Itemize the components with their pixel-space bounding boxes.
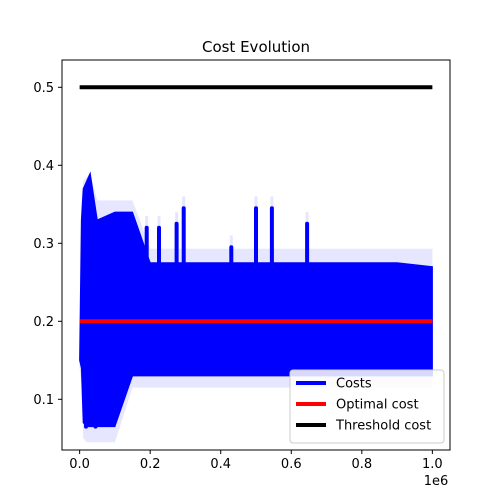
x-tick-label: 1.0 — [422, 457, 443, 472]
legend: Costs Optimal cost Threshold cost — [289, 369, 445, 444]
legend-box — [289, 369, 445, 444]
x-tick-label: 0.2 — [140, 457, 161, 472]
x-tick-label: 0.6 — [281, 457, 302, 472]
x-tick-label: 0.4 — [210, 457, 231, 472]
axes: 0.0 0.2 0.4 0.6 0.8 1.0 0.1 0.2 0.3 0.4 0.5 — [33, 59, 451, 472]
chart-title: Cost Evolution — [202, 38, 310, 56]
x-tick-label: 0.8 — [351, 457, 372, 472]
y-tick-label: 0.3 — [33, 237, 54, 252]
y-tick-label: 0.2 — [33, 315, 54, 330]
costs-spike-band — [229, 235, 233, 249]
legend-label: Costs — [336, 377, 372, 392]
x-axis-offset-label: 1e6 — [424, 474, 449, 489]
axes-frame — [61, 59, 451, 451]
y-tick-label: 0.5 — [33, 81, 54, 96]
y-tick-label: 0.1 — [33, 393, 54, 408]
legend-label: Threshold cost — [335, 419, 431, 434]
x-tick-label: 0.0 — [69, 457, 90, 472]
legend-label: Optimal cost — [336, 398, 419, 413]
y-tick-label: 0.4 — [33, 159, 54, 174]
costs-series — [79, 171, 433, 428]
